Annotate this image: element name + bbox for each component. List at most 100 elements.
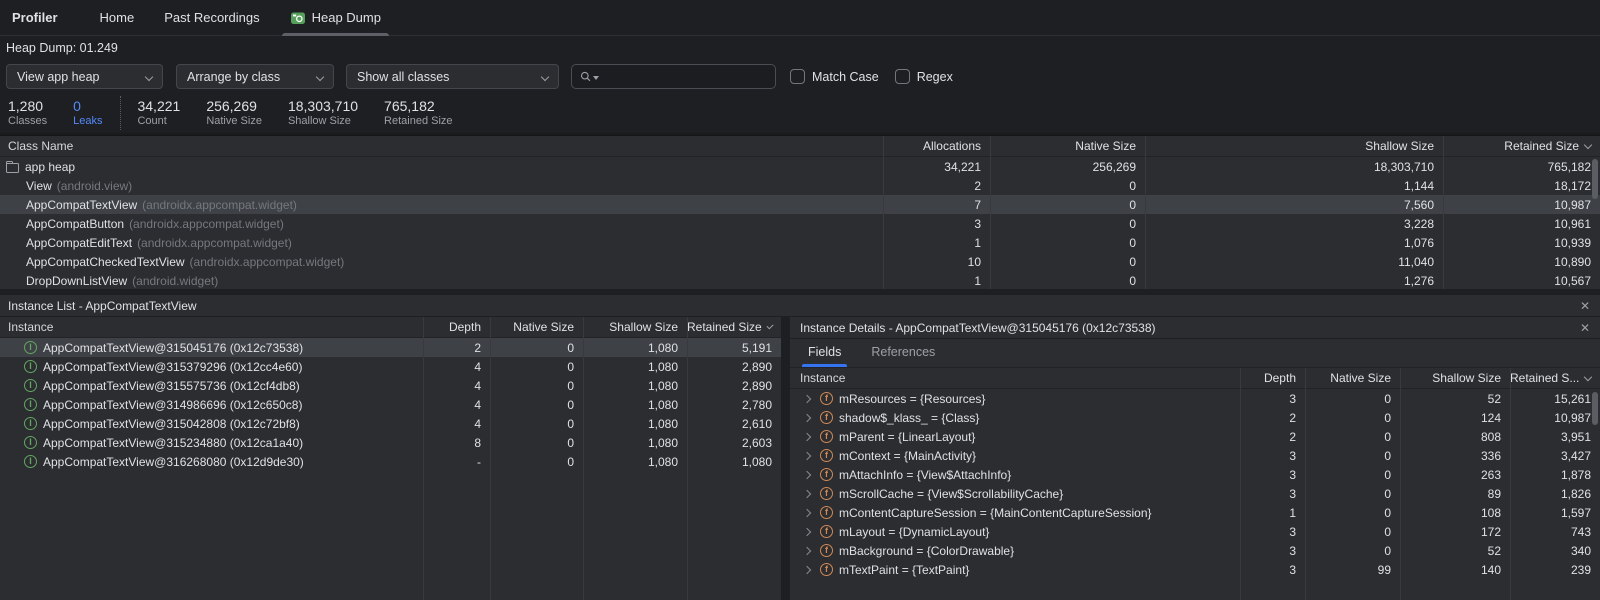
panel-divider[interactable]	[781, 317, 790, 600]
depth-cell: 2	[1289, 410, 1296, 425]
field-row[interactable]: shadow$_klass_ = {Class} 2 0 124 10,987	[790, 408, 1600, 427]
chevron-down-icon	[540, 72, 550, 82]
column-header-shallow-size[interactable]: Shallow Size	[1145, 136, 1443, 156]
regex-checkbox[interactable]	[894, 69, 910, 84]
panel-divider	[0, 289, 1600, 295]
instance-row[interactable]: AppCompatTextView@315379296 (0x12cc4e60)…	[0, 357, 781, 376]
expand-chevron-icon[interactable]	[802, 508, 812, 517]
field-row[interactable]: mContext = {MainActivity} 3 0 336 3,427	[790, 446, 1600, 465]
column-header-retained-size[interactable]: Retained S...	[1510, 368, 1600, 388]
retained-size-cell: 2,890	[741, 378, 772, 393]
regex-checkbox-group[interactable]: Regex	[894, 69, 953, 84]
search-input[interactable]	[605, 69, 767, 84]
field-row[interactable]: mBackground = {ColorDrawable} 3 0 52 340	[790, 541, 1600, 560]
match-case-checkbox-group[interactable]: Match Case	[790, 69, 879, 84]
field-row[interactable]: mAttachInfo = {View$AttachInfo} 3 0 263 …	[790, 465, 1600, 484]
tab-past-recordings[interactable]: Past Recordings	[154, 0, 269, 36]
fields-table-body: mResources = {Resources} 3 0 52 15,261 s…	[790, 389, 1600, 579]
expand-chevron-icon[interactable]	[802, 470, 812, 479]
expand-chevron-icon[interactable]	[802, 432, 812, 441]
stat-leaks[interactable]: 0 Leaks	[73, 98, 102, 128]
tab-home[interactable]: Home	[90, 0, 145, 36]
close-icon[interactable]: ✕	[1579, 320, 1590, 335]
regex-label: Regex	[916, 69, 953, 84]
arrangement-dropdown[interactable]: Arrange by class	[176, 64, 334, 89]
stat-shallow-size-value: 18,303,710	[287, 98, 359, 114]
instance-row[interactable]: AppCompatTextView@315575736 (0x12cf4db8)…	[0, 376, 781, 395]
match-case-checkbox[interactable]	[790, 69, 805, 84]
column-header-native-size[interactable]: Native Size	[490, 317, 583, 337]
instance-icon	[24, 436, 37, 449]
instance-icon	[24, 455, 37, 468]
field-row[interactable]: mLayout = {DynamicLayout} 3 0 172 743	[790, 522, 1600, 541]
instance-row[interactable]: AppCompatTextView@315045176 (0x12c73538)…	[0, 338, 781, 357]
field-row[interactable]: mResources = {Resources} 3 0 52 15,261	[790, 389, 1600, 408]
column-header-retained-size[interactable]: Retained Size	[687, 317, 781, 337]
instance-row[interactable]: AppCompatTextView@316268080 (0x12d9de30)…	[0, 452, 781, 471]
depth-cell: 3	[1289, 448, 1296, 463]
instance-row[interactable]: AppCompatTextView@315234880 (0x12ca1a40)…	[0, 433, 781, 452]
close-icon[interactable]: ✕	[1579, 298, 1590, 313]
class-table-row[interactable]: View (android.view) 2 0 1,144 18,172	[0, 176, 1600, 195]
divider	[0, 133, 1600, 135]
shallow-size-cell: 1,080	[647, 435, 678, 450]
stat-classes-label: Classes	[8, 115, 48, 127]
field-row[interactable]: mTextPaint = {TextPaint} 3 99 140 239	[790, 560, 1600, 579]
expand-chevron-icon[interactable]	[802, 565, 812, 574]
field-name: mTextPaint = {TextPaint}	[839, 562, 970, 577]
column-header-instance[interactable]: Instance	[790, 368, 1240, 388]
expand-chevron-icon[interactable]	[802, 413, 812, 422]
field-row[interactable]: mContentCaptureSession = {MainContentCap…	[790, 503, 1600, 522]
expand-chevron-icon[interactable]	[802, 489, 812, 498]
column-header-shallow-size[interactable]: Shallow Size	[583, 317, 687, 337]
class-table-row[interactable]: AppCompatTextView (androidx.appcompat.wi…	[0, 195, 1600, 214]
instance-icon	[24, 341, 37, 354]
instance-row[interactable]: AppCompatTextView@314986696 (0x12c650c8)…	[0, 395, 781, 414]
column-header-allocations[interactable]: Allocations	[883, 136, 990, 156]
expand-chevron-icon[interactable]	[802, 394, 812, 403]
allocations-cell: 34,221	[944, 159, 981, 174]
depth-cell: 8	[474, 435, 481, 450]
class-name: AppCompatCheckedTextView	[26, 254, 185, 269]
search-options-caret-icon[interactable]	[593, 75, 600, 80]
heap-stats-row: 1,280 Classes 0 Leaks 34,221 Count 256,2…	[0, 93, 1600, 133]
column-header-retained-size[interactable]: Retained Size	[1443, 136, 1600, 156]
tab-fields[interactable]: Fields	[801, 345, 848, 367]
instance-name: AppCompatTextView@315575736 (0x12cf4db8)	[43, 378, 300, 393]
column-header-instance[interactable]: Instance	[0, 317, 423, 337]
class-table-row[interactable]: AppCompatCheckedTextView (androidx.appco…	[0, 252, 1600, 271]
tab-references[interactable]: References	[867, 345, 939, 367]
instance-row[interactable]: AppCompatTextView@315042808 (0x12c72bf8)…	[0, 414, 781, 433]
field-name-cell: mScrollCache = {View$ScrollabilityCache}	[790, 484, 1240, 503]
shallow-size-cell: 263	[1480, 467, 1501, 482]
column-header-depth[interactable]: Depth	[423, 317, 490, 337]
instance-name-cell: AppCompatTextView@315234880 (0x12ca1a40)	[0, 433, 423, 452]
field-row[interactable]: mScrollCache = {View$ScrollabilityCache}…	[790, 484, 1600, 503]
class-name: DropDownListView	[26, 273, 128, 288]
class-filter-dropdown[interactable]: Show all classes	[346, 64, 559, 89]
class-table-row[interactable]: app heap 34,221 256,269 18,303,710 765,1…	[0, 157, 1600, 176]
tab-heap-dump[interactable]: Heap Dump	[280, 0, 391, 36]
search-icon	[580, 71, 591, 82]
column-header-class-name[interactable]: Class Name	[0, 136, 883, 156]
field-name-cell: mContentCaptureSession = {MainContentCap…	[790, 503, 1240, 522]
scrollbar-thumb[interactable]	[1592, 392, 1598, 425]
column-header-depth[interactable]: Depth	[1240, 368, 1305, 388]
class-table-row[interactable]: DropDownListView (android.widget) 1 0 1,…	[0, 271, 1600, 290]
field-row[interactable]: mParent = {LinearLayout} 2 0 808 3,951	[790, 427, 1600, 446]
allocations-cell: 3	[974, 216, 981, 231]
class-table-row[interactable]: AppCompatEditText (androidx.appcompat.wi…	[0, 233, 1600, 252]
column-header-native-size[interactable]: Native Size	[1305, 368, 1400, 388]
class-table-header: Class Name Allocations Native Size Shall…	[0, 136, 1600, 157]
instance-name: AppCompatTextView@315042808 (0x12c72bf8)	[43, 416, 300, 431]
heap-scope-dropdown[interactable]: View app heap	[6, 64, 163, 89]
column-header-native-size[interactable]: Native Size	[990, 136, 1145, 156]
class-table-row[interactable]: AppCompatButton (androidx.appcompat.widg…	[0, 214, 1600, 233]
expand-chevron-icon[interactable]	[802, 527, 812, 536]
search-box[interactable]	[571, 64, 776, 89]
column-header-shallow-size[interactable]: Shallow Size	[1400, 368, 1510, 388]
expand-chevron-icon[interactable]	[802, 451, 812, 460]
scrollbar-thumb[interactable]	[1592, 159, 1598, 199]
expand-chevron-icon[interactable]	[802, 546, 812, 555]
stat-native-size-value: 256,269	[206, 98, 257, 114]
